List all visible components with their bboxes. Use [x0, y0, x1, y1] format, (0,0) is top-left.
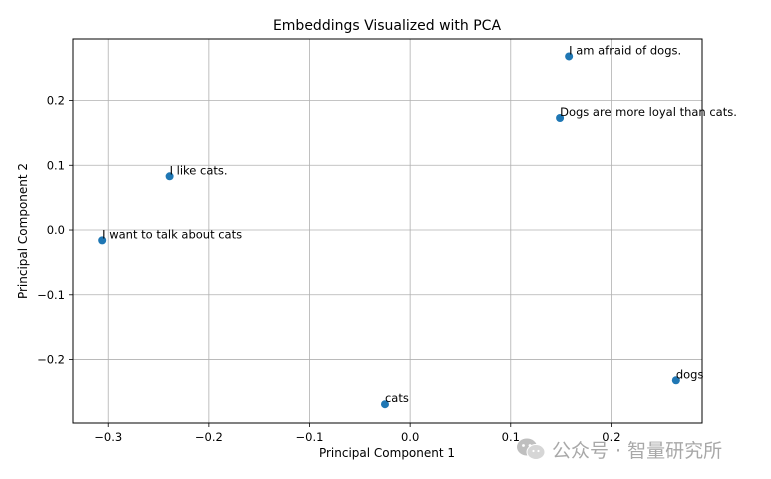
data-point [565, 52, 574, 61]
data-point-label: I want to talk about cats [102, 227, 242, 241]
y-tick-label: 0.1 [47, 158, 65, 172]
data-point-label: dogs [676, 367, 704, 381]
y-tick-label: 0.0 [47, 223, 65, 237]
data-point-label: cats [385, 391, 409, 405]
x-tick-label: −0.2 [195, 430, 223, 444]
x-tick-label: 0.0 [401, 430, 419, 444]
data-point-label: I like cats. [170, 163, 228, 177]
axis-ticks: −0.3 −0.2 −0.1 0.0 0.1 0.2 −0.2 −0.1 0.0 0.1 0.2 [37, 94, 621, 444]
chart-title: Embeddings Visualized with PCA [273, 18, 502, 34]
y-axis-label: Principal Component 2 [16, 163, 30, 299]
data-points: I am afraid of dogs. Dogs are more loyal … [98, 43, 737, 409]
data-point [380, 400, 389, 409]
x-tick-label: −0.1 [296, 430, 324, 444]
data-point-label: Dogs are more loyal than cats. [560, 105, 737, 119]
watermark-text: 公众号 · 智量研究所 [552, 439, 723, 462]
wechat-icon [517, 438, 546, 460]
watermark: 公众号 · 智量研究所 [516, 436, 722, 462]
data-point [165, 172, 174, 181]
data-point [98, 236, 107, 245]
y-tick-label: −0.1 [37, 288, 65, 302]
x-tick-label: 0.2 [602, 430, 620, 444]
data-point [556, 114, 565, 123]
data-point-label: I am afraid of dogs. [569, 43, 681, 57]
plot-area-frame [72, 38, 703, 424]
y-tick-label: 0.2 [47, 94, 65, 108]
y-tick-label: −0.2 [37, 353, 65, 367]
x-axis-label: Principal Component 1 [319, 446, 455, 460]
x-tick-label: 0.1 [502, 430, 520, 444]
x-tick-label: −0.3 [94, 430, 122, 444]
grid-lines [73, 39, 702, 423]
data-point [671, 376, 680, 385]
